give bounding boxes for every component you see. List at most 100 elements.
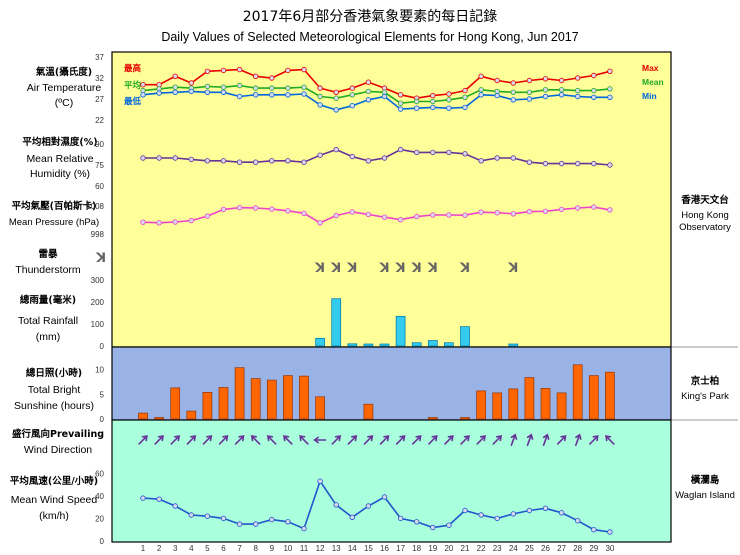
humidity-point-27	[558, 160, 565, 167]
sun-bar-day-21	[460, 417, 470, 420]
temp-mean-point-29	[591, 87, 597, 94]
sun-bar-day-2	[154, 417, 164, 420]
thunder-label-zh: 雷暴	[38, 248, 58, 260]
sun-bar-day-8	[250, 378, 261, 420]
pressure-point-27	[558, 206, 565, 213]
pressure-point-26	[542, 208, 549, 214]
pressure-point-28	[575, 205, 581, 211]
humidity-point-17	[397, 146, 404, 153]
wind-speed-point-25	[526, 507, 533, 514]
x-tick-17: 17	[396, 544, 405, 553]
temp-min-point-25	[526, 96, 533, 102]
temp-max-point-30	[607, 68, 613, 74]
temp-min-point-28	[575, 93, 581, 100]
rain-bar-day-20	[444, 342, 454, 347]
temp-max-point-12	[317, 85, 323, 91]
sun-bar-day-11	[299, 375, 309, 420]
sun-bar-day-4	[186, 410, 197, 420]
thunder-mark-day-16: ꓘ	[378, 260, 389, 275]
wind-arrow-day-18	[412, 435, 422, 445]
pressure-point-14	[349, 209, 355, 215]
wind-speed-tick-60: 60	[95, 469, 104, 478]
wind-arrow-day-26	[542, 433, 550, 446]
rain-tick-300: 300	[91, 276, 105, 285]
thunder-mark-day-24: ꓘ	[507, 260, 518, 275]
wind-speed-point-18	[414, 519, 420, 525]
pressure-point-21	[462, 212, 468, 218]
legend-max-en: Max	[642, 63, 659, 73]
sun-bar-day-26	[540, 388, 551, 420]
temp-min-point-14	[349, 102, 355, 109]
wind-arrow-day-25	[526, 433, 534, 446]
x-tick-9: 9	[270, 544, 275, 553]
humidity-point-4	[188, 156, 194, 163]
thunder-legend-symbol: ꓘ	[95, 250, 106, 265]
temp-max-point-22	[478, 73, 484, 79]
humidity-point-28	[575, 160, 581, 167]
temp-min-point-11	[301, 91, 307, 97]
wind-arrow-day-14	[347, 435, 358, 445]
wind-speed-point-11	[301, 525, 307, 532]
rain-label-en-2: (mm)	[36, 331, 61, 343]
temp-tick-32: 32	[95, 74, 104, 83]
station-kp-zh: 京士柏	[691, 375, 720, 387]
rain-bar-day-21	[460, 326, 470, 347]
x-tick-10: 10	[283, 544, 292, 553]
x-tick-27: 27	[557, 544, 566, 553]
temp-min-point-6	[220, 89, 227, 95]
wind-arrow-day-4	[186, 435, 197, 445]
wind-arrow-day-10	[283, 435, 293, 445]
x-tick-2: 2	[157, 544, 162, 553]
wind-speed-tick-20: 20	[95, 514, 104, 523]
x-tick-22: 22	[477, 544, 486, 553]
station-hko-en-1: Hong Kong	[681, 210, 729, 221]
wind-speed-point-24	[510, 511, 516, 517]
sun-bar-day-29	[588, 375, 599, 420]
sun-bar-day-6	[218, 387, 229, 420]
thunder-mark-day-18: ꓘ	[411, 260, 422, 275]
wind-dir-label-en: Wind Direction	[24, 444, 92, 456]
wind-arrow-day-21	[460, 435, 470, 445]
humidity-point-16	[381, 155, 388, 161]
temp-mean-point-8	[252, 85, 259, 91]
x-tick-4: 4	[189, 544, 194, 553]
wind-speed-point-4	[188, 512, 194, 518]
pressure-point-3	[172, 219, 178, 225]
x-tick-21: 21	[461, 544, 470, 553]
wind-arrow-day-5	[202, 435, 213, 445]
legend-min-en: Min	[642, 91, 657, 101]
wind-speed-point-1	[140, 495, 146, 501]
humidity-point-6	[220, 158, 227, 164]
temp-min-point-1	[140, 92, 146, 98]
wind-panel	[111, 419, 672, 543]
sun-tick-0: 0	[100, 415, 105, 424]
sunshine-panel	[111, 346, 672, 421]
x-tick-8: 8	[253, 544, 258, 553]
sun-bar-day-1	[138, 412, 148, 420]
x-tick-25: 25	[525, 544, 534, 553]
wind-speed-label-en-2: (km/h)	[39, 510, 69, 522]
x-tick-7: 7	[237, 544, 242, 553]
pressure-point-15	[365, 211, 372, 218]
pressure-point-29	[591, 204, 597, 210]
thunder-mark-day-12: ꓘ	[314, 260, 325, 275]
wind-arrow-day-24	[510, 433, 518, 446]
rain-bar-day-16	[379, 343, 390, 347]
thunder-mark-day-17: ꓘ	[395, 260, 406, 275]
temp-mean-point-26	[542, 87, 549, 93]
wind-arrow-day-29	[589, 435, 599, 445]
x-tick-15: 15	[364, 544, 373, 553]
temp-mean-point-21	[462, 94, 468, 100]
humidity-point-5	[204, 158, 211, 164]
temp-max-point-14	[349, 85, 355, 91]
wind-speed-label-en-1: Mean Wind Speed	[11, 494, 98, 506]
temp-max-point-1	[140, 81, 146, 88]
temp-mean-point-7	[236, 82, 243, 89]
wind-arrow-day-2	[154, 435, 164, 445]
pressure-point-12	[317, 220, 323, 226]
temp-mean-point-17	[397, 100, 404, 106]
wind-speed-point-2	[156, 496, 162, 502]
rain-bar-day-12	[315, 337, 325, 347]
wind-speed-point-6	[220, 515, 227, 522]
pressure-point-7	[236, 204, 243, 211]
